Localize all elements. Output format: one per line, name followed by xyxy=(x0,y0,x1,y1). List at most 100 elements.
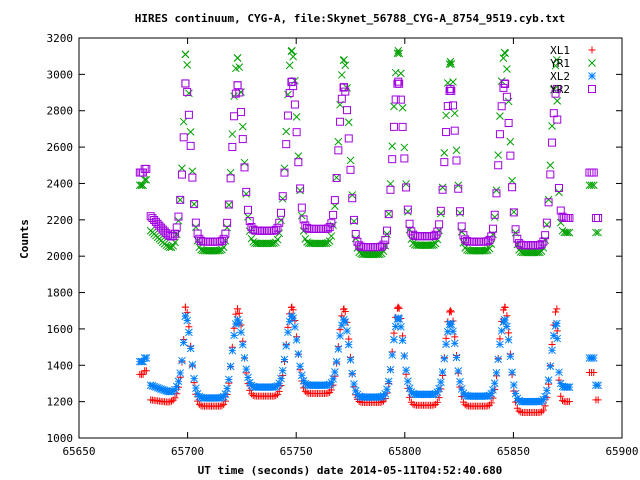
data-point xyxy=(341,87,350,96)
data-point xyxy=(172,223,181,232)
data-point xyxy=(224,200,233,209)
data-point xyxy=(445,60,454,68)
y-tick-label: 2200 xyxy=(47,214,74,227)
data-point xyxy=(388,142,397,151)
data-point xyxy=(169,231,178,240)
data-point xyxy=(244,373,252,382)
data-point xyxy=(226,362,235,371)
data-point xyxy=(426,241,435,250)
data-point xyxy=(508,368,516,377)
data-point xyxy=(348,369,357,378)
legend-marker xyxy=(588,72,596,80)
data-point xyxy=(552,55,561,64)
data-point xyxy=(330,196,339,205)
data-point xyxy=(555,368,563,377)
data-point xyxy=(218,402,226,410)
data-point xyxy=(290,100,299,109)
data-point xyxy=(492,189,501,198)
data-point xyxy=(443,102,452,111)
data-point xyxy=(349,215,358,224)
data-point xyxy=(400,143,409,152)
data-point xyxy=(288,46,296,55)
data-point xyxy=(553,115,562,124)
data-point xyxy=(233,315,242,324)
data-point xyxy=(219,234,228,243)
data-point xyxy=(142,367,150,375)
data-point xyxy=(589,168,598,177)
data-point xyxy=(489,386,497,394)
data-point xyxy=(288,312,296,321)
data-point xyxy=(233,54,242,62)
data-point xyxy=(383,385,391,394)
data-point xyxy=(513,404,521,412)
data-point xyxy=(332,173,341,182)
data-point xyxy=(289,52,298,61)
data-point xyxy=(390,329,398,337)
data-point xyxy=(171,385,179,394)
data-point xyxy=(280,355,289,364)
data-point xyxy=(140,175,149,184)
data-point xyxy=(191,218,200,227)
data-point xyxy=(447,60,456,68)
data-point xyxy=(146,381,155,390)
data-point xyxy=(142,164,151,173)
data-point xyxy=(539,237,548,246)
data-point xyxy=(292,128,301,137)
data-point xyxy=(553,327,561,335)
data-point xyxy=(238,122,247,131)
data-point xyxy=(327,232,336,240)
data-point xyxy=(398,103,407,112)
data-point xyxy=(233,81,242,90)
data-point xyxy=(278,366,287,375)
data-point xyxy=(494,355,503,364)
data-point xyxy=(299,376,308,385)
data-point xyxy=(242,187,251,196)
data-point xyxy=(541,402,549,410)
data-point xyxy=(218,393,226,402)
data-point xyxy=(542,218,551,227)
data-point xyxy=(452,156,461,165)
data-point xyxy=(230,331,238,340)
data-point xyxy=(555,376,563,384)
data-point xyxy=(139,181,147,190)
data-point xyxy=(506,151,515,160)
data-point xyxy=(501,303,509,311)
data-point xyxy=(506,137,515,146)
data-point xyxy=(438,185,447,194)
data-point xyxy=(139,370,147,378)
y-axis-label: Counts xyxy=(18,219,31,259)
data-point xyxy=(563,228,572,237)
data-point xyxy=(542,220,551,229)
data-point xyxy=(388,351,397,359)
data-point xyxy=(394,46,403,55)
data-point xyxy=(289,82,298,91)
data-point xyxy=(461,401,469,409)
data-point xyxy=(483,392,492,400)
data-point xyxy=(452,353,461,362)
data-point xyxy=(488,224,497,233)
data-point xyxy=(148,382,157,390)
data-point xyxy=(500,48,509,57)
data-point xyxy=(587,168,596,177)
data-point xyxy=(340,55,348,64)
data-point xyxy=(494,161,503,170)
data-point xyxy=(228,142,237,151)
legend-label: YR2 xyxy=(550,83,570,96)
data-point xyxy=(142,175,151,184)
data-point xyxy=(174,212,183,221)
data-point xyxy=(166,398,174,406)
data-point xyxy=(505,329,513,337)
data-point xyxy=(158,385,167,394)
data-point xyxy=(171,394,179,402)
data-point xyxy=(565,228,574,237)
data-point xyxy=(430,390,438,399)
data-point xyxy=(592,228,600,237)
data-point xyxy=(544,376,553,385)
data-point xyxy=(504,335,513,344)
data-point xyxy=(400,154,409,163)
data-point xyxy=(336,117,345,126)
data-point xyxy=(403,377,412,386)
data-point xyxy=(234,305,242,313)
data-point xyxy=(283,111,292,120)
